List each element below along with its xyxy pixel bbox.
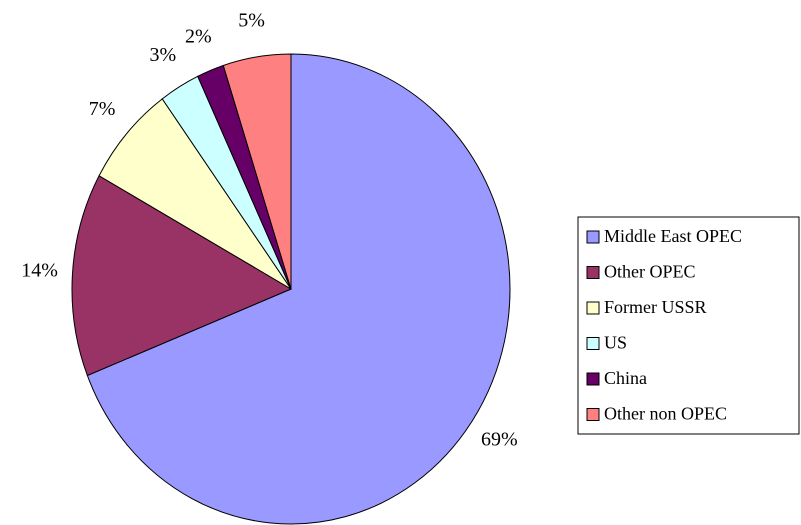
data-label: 3% [149,44,176,66]
data-label: 2% [185,25,212,47]
data-label: 7% [89,98,116,120]
legend-swatch [586,230,600,244]
pie-slice [222,53,292,290]
legend-label: Middle East OPEC [604,226,742,246]
data-label: 14% [21,260,58,282]
legend-swatch [586,408,600,421]
pie-slice [71,175,293,377]
legend-swatch [586,372,600,386]
pie-slice [98,98,292,290]
data-label: 69% [481,428,518,450]
legend-label: Former USSR [604,297,707,317]
legend-label: Other non OPEC [604,404,727,424]
pie-slice [86,53,511,525]
legend-label: Other OPEC [604,262,696,282]
legend-box [577,216,800,435]
data-label: 5% [238,10,265,32]
legend-swatch [586,301,600,315]
legend-swatch [586,337,600,350]
pie [71,53,511,525]
legend: Middle East OPEC Other OPEC Former USSR US C… [577,216,800,435]
data-labels: 69% 14% 7% 3% 2% 5% [21,10,517,451]
legend-label: China [604,368,647,388]
legend-label: US [604,333,627,353]
legend-swatch [586,266,600,279]
